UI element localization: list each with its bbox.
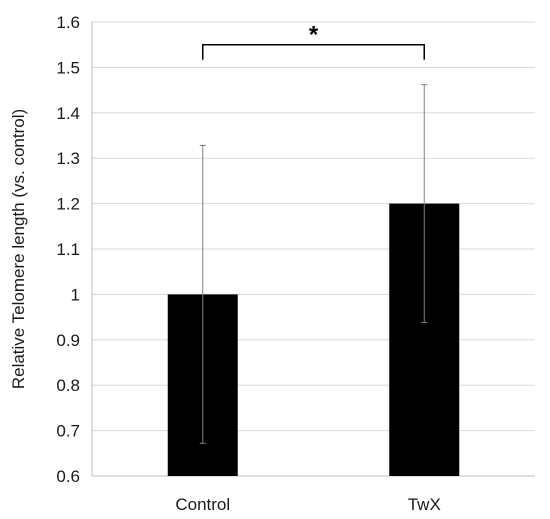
- labels: 0.6 0.7 0.8 0.9 1 1.1 1.2 1.3 1.4 1.5 1.6 Control Tw…: [9, 13, 441, 514]
- y-tick-label: 1.5: [56, 58, 80, 77]
- y-tick-label: 1.6: [56, 13, 80, 32]
- annotations: *: [202, 22, 425, 60]
- y-tick-label: 0.6: [56, 467, 80, 486]
- error-bars: [199, 84, 428, 444]
- y-tick-label: 0.8: [56, 376, 80, 395]
- y-tick-label: 1.2: [56, 195, 80, 214]
- x-tick-label: Control: [175, 495, 230, 514]
- significance-bracket: [202, 43, 425, 60]
- gridlines: [92, 21, 535, 432]
- y-tick-label: 1: [71, 285, 80, 304]
- y-tick-label: 1.1: [56, 240, 80, 259]
- axes: [91, 22, 535, 477]
- y-tick-label: 0.7: [56, 422, 80, 441]
- y-tick-label: 1.3: [56, 149, 80, 168]
- y-tick-label: 1.4: [56, 104, 80, 123]
- y-axis-title: Relative Telomere length (vs. control): [9, 109, 28, 389]
- significance-marker: *: [309, 22, 319, 49]
- y-tick-label: 0.9: [56, 331, 80, 350]
- x-tick-label: TwX: [408, 495, 441, 514]
